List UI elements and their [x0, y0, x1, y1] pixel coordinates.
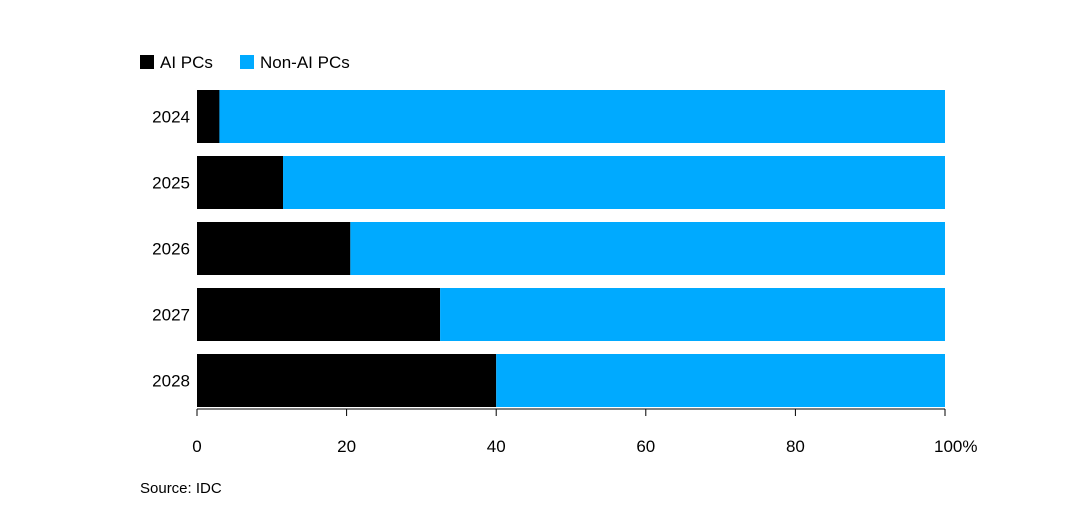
bar-2027-series-0	[197, 288, 441, 341]
bar-2028-series-0	[197, 354, 497, 407]
category-label-2024: 2024	[152, 108, 190, 127]
bar-2025-series-0	[197, 156, 284, 209]
x-axis: 0 20 40 60 80 100%	[192, 408, 977, 456]
bar-2024-series-1	[219, 90, 945, 143]
legend: AI PCs Non-AI PCs	[140, 53, 350, 72]
category-label-2026: 2026	[152, 240, 190, 259]
legend-swatch-1	[240, 55, 254, 69]
bar-2026-series-1	[350, 222, 946, 275]
x-tick-label-2: 40	[487, 437, 506, 456]
source-note: Source: IDC	[140, 480, 222, 497]
legend-label-0: AI PCs	[160, 53, 213, 72]
legend-label-1: Non-AI PCs	[260, 53, 350, 72]
bar-2026-series-0	[197, 222, 351, 275]
category-label-2027: 2027	[152, 306, 190, 325]
bar-2028-series-1	[496, 354, 945, 407]
category-label-2028: 2028	[152, 372, 190, 391]
x-tick-label-1: 20	[337, 437, 356, 456]
category-labels: 2024 2025 2026 2027 2028	[152, 108, 190, 391]
x-tick-label-3: 60	[636, 437, 655, 456]
x-tick-label-5: 100%	[934, 437, 977, 456]
x-tick-label-0: 0	[192, 437, 201, 456]
bar-2024-series-0	[197, 90, 220, 143]
category-label-2025: 2025	[152, 174, 190, 193]
bar-2025-series-1	[283, 156, 945, 209]
bars	[197, 90, 946, 407]
bar-2027-series-1	[440, 288, 945, 341]
legend-swatch-0	[140, 55, 154, 69]
x-tick-label-4: 80	[786, 437, 805, 456]
